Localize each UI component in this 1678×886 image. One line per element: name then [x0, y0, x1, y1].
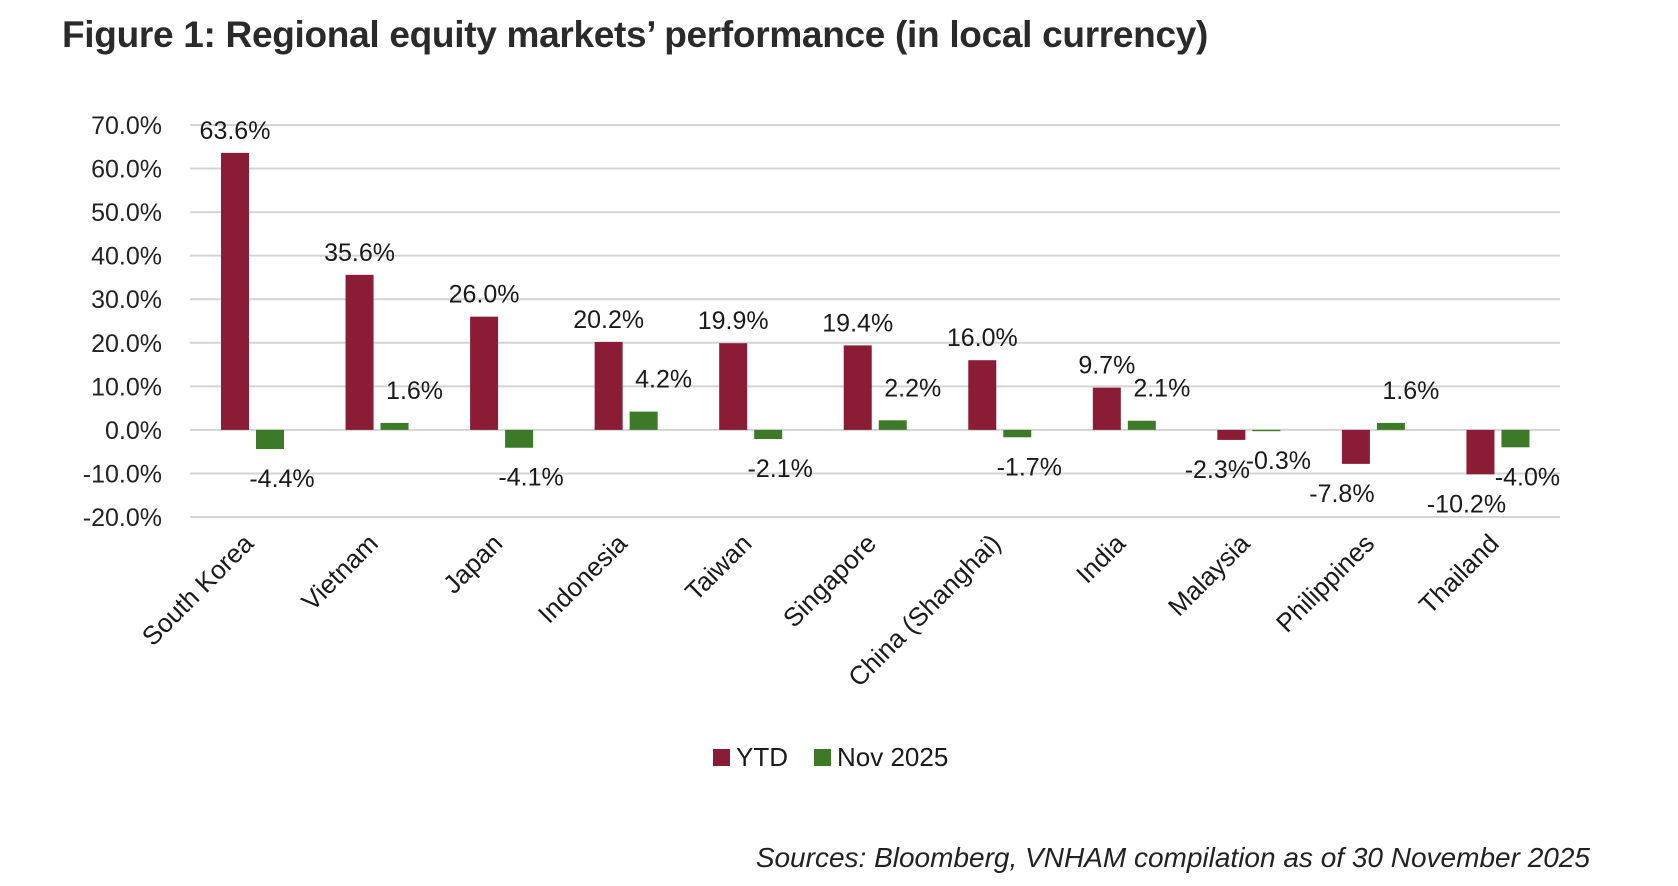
- bar-ytd: [843, 345, 872, 430]
- bar-nov: [380, 422, 409, 430]
- y-tick-label: -20.0%: [83, 504, 162, 532]
- data-label-nov: 1.6%: [386, 377, 443, 405]
- bar-nov: [754, 429, 783, 440]
- data-label-ytd: 26.0%: [449, 281, 520, 309]
- bar-ytd: [221, 152, 249, 430]
- bar-ytd: [968, 360, 997, 430]
- legend-item-nov: Nov 2025: [814, 742, 948, 773]
- bar-nov: [256, 429, 284, 450]
- data-label-nov: -4.4%: [249, 465, 314, 493]
- legend-swatch-nov: [814, 749, 831, 766]
- data-label-nov: 1.6%: [1382, 377, 1439, 405]
- bar-ytd: [719, 343, 748, 430]
- legend-item-ytd: YTD: [713, 742, 788, 773]
- bar-nov: [1003, 429, 1032, 438]
- data-label-ytd: 63.6%: [200, 117, 271, 145]
- data-label-nov: 2.1%: [1133, 375, 1190, 403]
- y-tick-label: 20.0%: [91, 330, 162, 358]
- x-category-label: Japan: [437, 528, 508, 599]
- x-category-label: Vietnam: [295, 528, 383, 616]
- data-label-ytd: 9.7%: [1078, 352, 1135, 380]
- y-tick-label: 70.0%: [91, 112, 162, 140]
- bar-ytd: [1217, 429, 1246, 440]
- data-label-nov: -2.1%: [748, 455, 813, 483]
- bar-nov: [1252, 429, 1281, 432]
- legend-label-nov: Nov 2025: [837, 742, 949, 772]
- bar-nov: [1127, 420, 1156, 430]
- data-label-nov: -4.1%: [498, 464, 563, 492]
- bar-ytd: [594, 341, 623, 430]
- x-category-label: Singapore: [777, 528, 882, 633]
- data-label-ytd: 16.0%: [947, 324, 1018, 352]
- data-label-ytd: 35.6%: [324, 239, 395, 267]
- bar-nov: [1376, 422, 1405, 430]
- bar-ytd: [1341, 429, 1370, 464]
- data-label-ytd: 19.4%: [822, 309, 893, 337]
- data-label-nov: -1.7%: [997, 453, 1062, 481]
- legend-label-ytd: YTD: [736, 742, 788, 772]
- bar-ytd: [345, 274, 374, 430]
- bar-ytd: [1092, 387, 1121, 430]
- legend-swatch-ytd: [713, 749, 730, 766]
- bar-nov: [1501, 429, 1530, 448]
- x-category-label: India: [1070, 528, 1131, 589]
- x-category-label: Malaysia: [1162, 528, 1256, 622]
- x-category-label: Thailand: [1413, 528, 1505, 620]
- x-category-label: South Korea: [136, 528, 260, 652]
- x-category-label: Taiwan: [679, 528, 757, 606]
- data-label-nov: 4.2%: [635, 366, 692, 394]
- bar-nov: [505, 429, 534, 448]
- data-label-nov: 2.2%: [884, 374, 941, 402]
- bar-nov: [629, 411, 658, 430]
- chart-title: Figure 1: Regional equity markets’ perfo…: [62, 14, 1209, 55]
- y-tick-label: -10.0%: [83, 460, 162, 488]
- y-tick-label: 50.0%: [91, 199, 162, 227]
- x-category-label: Indonesia: [532, 528, 633, 629]
- y-tick-label: 40.0%: [91, 243, 162, 271]
- data-label-ytd: -2.3%: [1185, 456, 1250, 484]
- y-tick-label: 30.0%: [91, 286, 162, 314]
- legend: YTD Nov 2025: [713, 742, 948, 773]
- data-label-ytd: -7.8%: [1309, 480, 1374, 508]
- bar-ytd: [470, 316, 499, 430]
- data-label-ytd: 19.9%: [698, 307, 769, 335]
- y-tick-label: 60.0%: [91, 156, 162, 184]
- data-label-ytd: -10.2%: [1427, 490, 1506, 518]
- x-category-label: Philippines: [1270, 528, 1380, 638]
- bar-nov: [878, 420, 907, 430]
- y-tick-label: 10.0%: [91, 373, 162, 401]
- bar-ytd: [1466, 429, 1495, 475]
- data-label-ytd: 20.2%: [573, 306, 644, 334]
- y-tick-label: 0.0%: [105, 417, 162, 445]
- data-label-nov: -0.3%: [1246, 447, 1311, 475]
- source-note: Sources: Bloomberg, VNHAM compilation as…: [755, 842, 1590, 873]
- data-label-nov: -4.0%: [1495, 463, 1560, 491]
